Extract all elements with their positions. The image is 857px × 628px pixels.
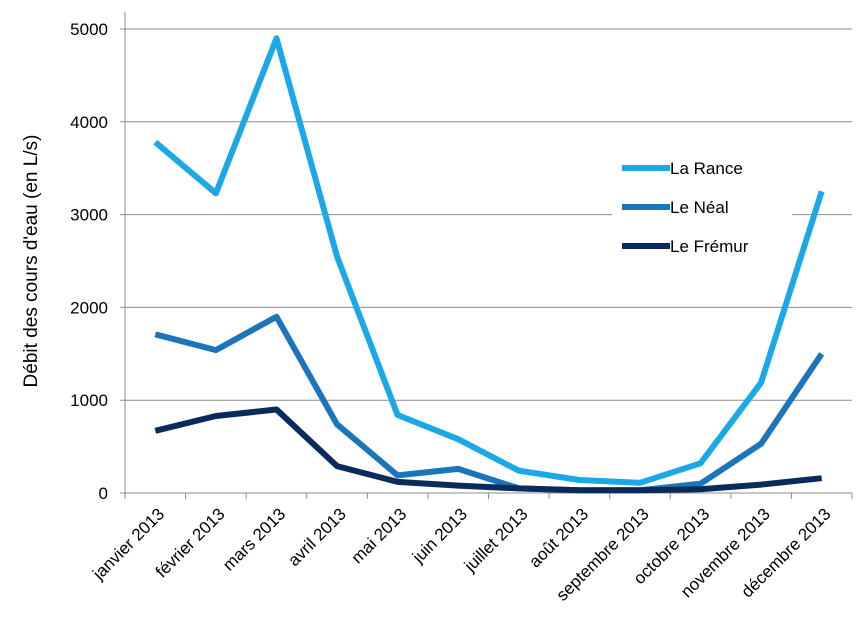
axes (120, 12, 853, 499)
series-line-1 (154, 313, 825, 494)
legend-label: Le Néal (670, 198, 729, 217)
y-tick-label: 0 (99, 484, 108, 503)
y-tick-label: 4000 (70, 113, 108, 132)
y-tick-label: 2000 (70, 298, 108, 317)
x-tick-label: juillet 2013 (460, 504, 532, 576)
series-line-0 (153, 35, 825, 486)
y-axis-title: Débit des cours d'eau (en L/s) (21, 135, 42, 388)
series-lines (153, 35, 825, 494)
y-tick-labels: 0 1000 2000 3000 4000 5000 (70, 20, 108, 503)
y-tick-label: 5000 (70, 20, 108, 39)
series-line-2 (154, 406, 823, 494)
x-tick-label: juin 2013 (408, 504, 471, 567)
legend-label: La Rance (670, 159, 743, 178)
y-tick-label: 3000 (70, 206, 108, 225)
x-tick-label: mai 2013 (348, 504, 411, 567)
legend-label: Le Frémur (670, 237, 749, 256)
x-tick-label: avril 2013 (284, 504, 350, 570)
x-tick-label: mars 2013 (219, 504, 289, 574)
y-tick-label: 1000 (70, 391, 108, 410)
legend: La Rance Le Néal Le Frémur (612, 150, 792, 265)
